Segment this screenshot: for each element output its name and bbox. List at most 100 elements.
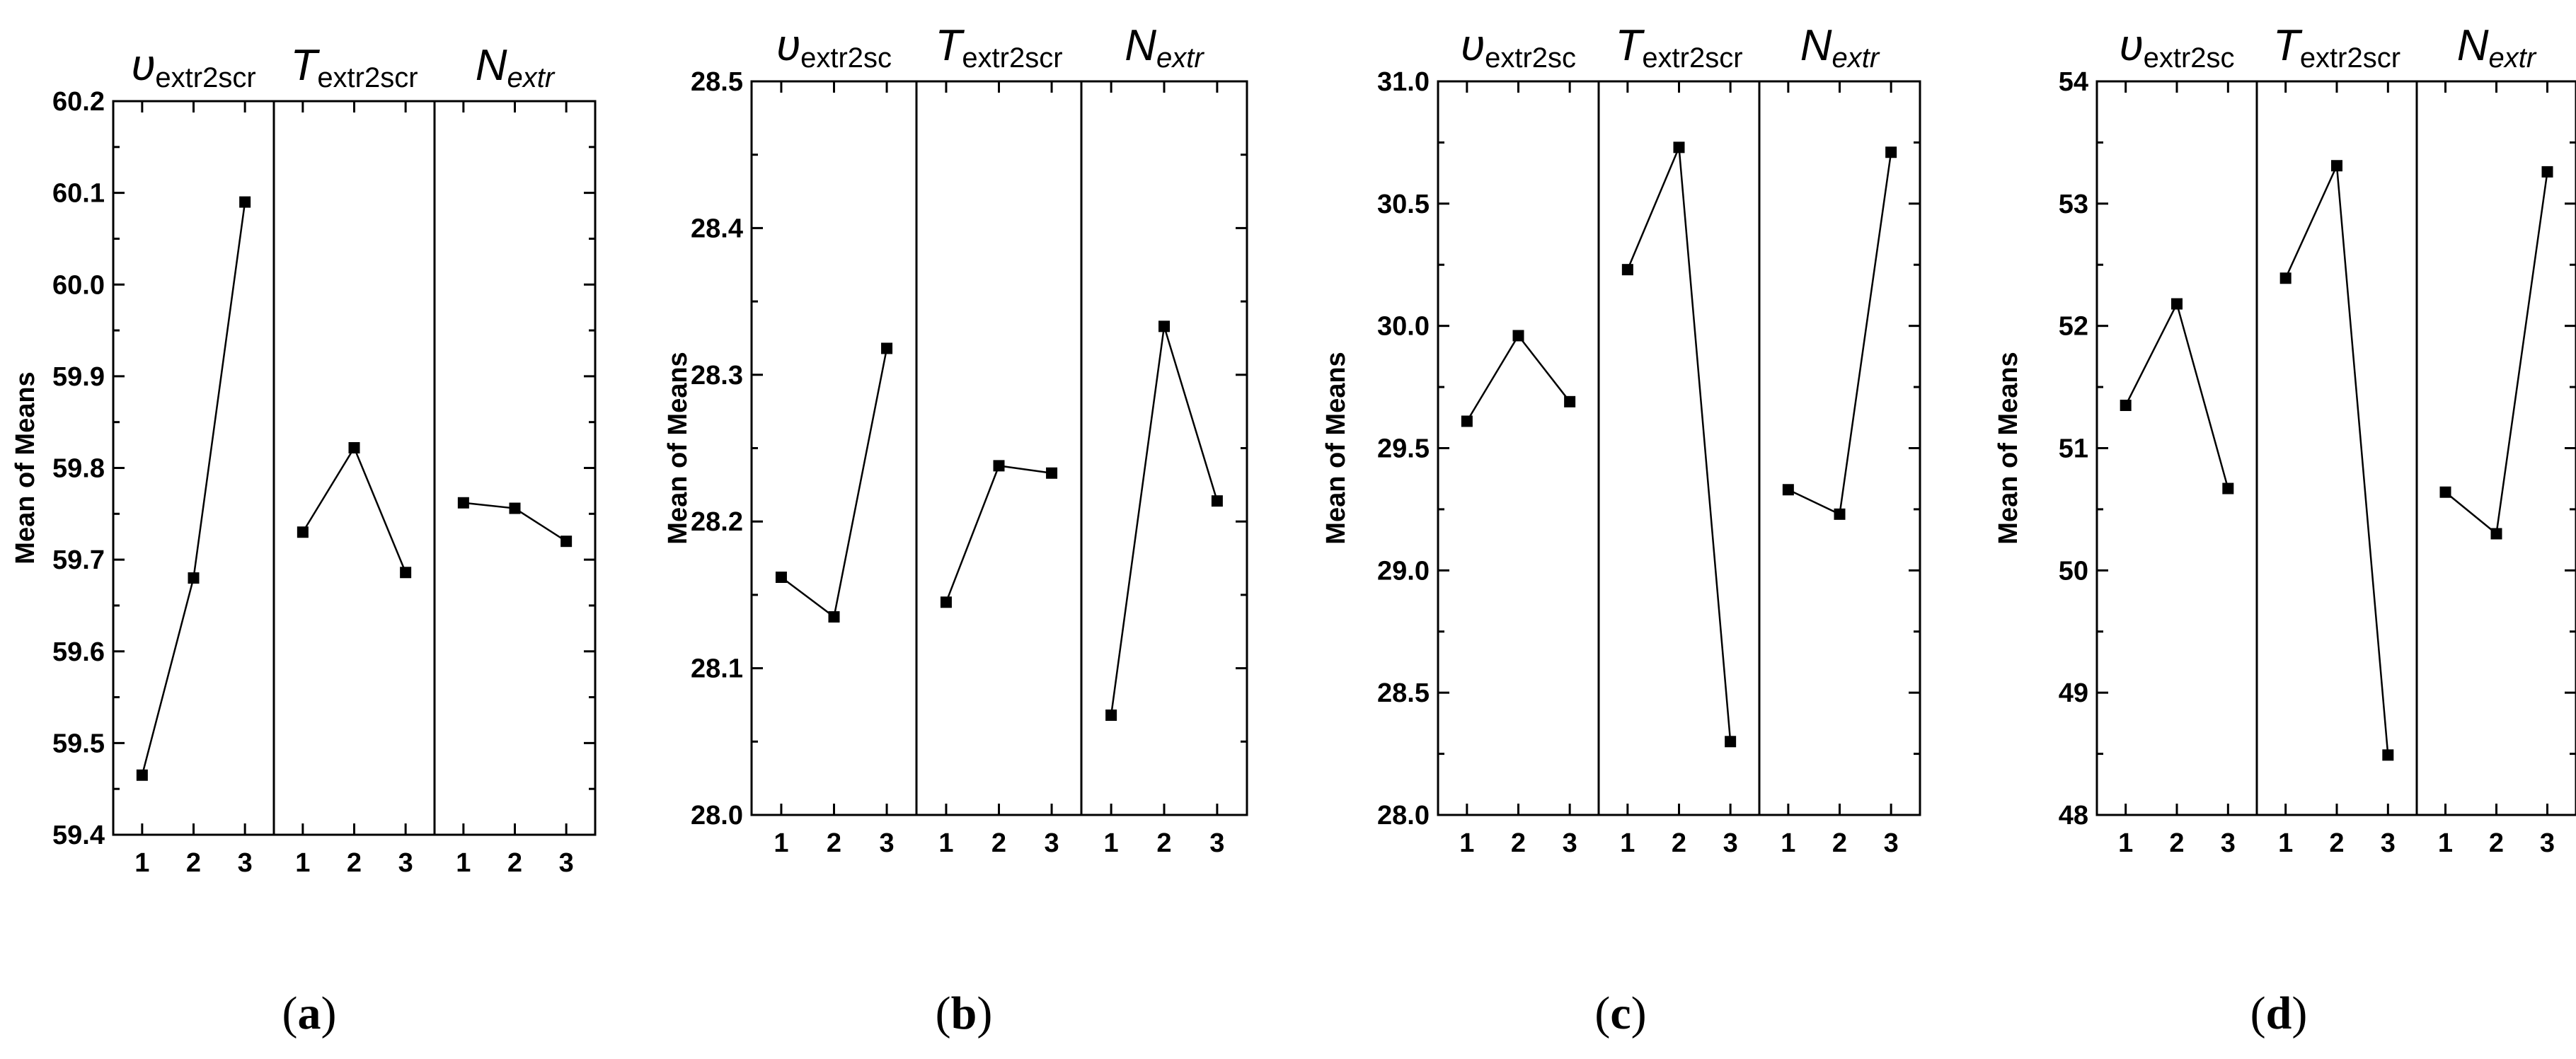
series-line xyxy=(1626,146,1732,742)
x-tick-label: 1 xyxy=(456,848,471,878)
data-point xyxy=(239,196,251,208)
x-tick-label: 3 xyxy=(238,848,253,878)
x-tick-label: 1 xyxy=(1781,828,1795,858)
data-point xyxy=(1885,146,1897,158)
series-line xyxy=(781,348,888,619)
series-line xyxy=(1466,334,1571,422)
y-tick-label: 60.0 xyxy=(52,270,105,300)
data-point xyxy=(2222,482,2234,494)
x-tick-label: 2 xyxy=(2489,828,2504,858)
x-tick-label: 3 xyxy=(2381,828,2396,858)
y-tick-label: 53 xyxy=(2059,190,2088,219)
plot-frame xyxy=(1437,80,1921,816)
x-tick-label: 3 xyxy=(1884,828,1899,858)
y-tick-label: 52 xyxy=(2059,312,2088,342)
panel-title: Nextr xyxy=(1125,21,1204,74)
x-tick-label: 1 xyxy=(134,848,149,878)
label-letter: c xyxy=(1610,988,1631,1039)
y-tick-label: 59.6 xyxy=(52,637,105,667)
data-point xyxy=(348,441,360,453)
label-close: ) xyxy=(2292,988,2308,1039)
x-tick-label: 2 xyxy=(1832,828,1847,858)
label-open: ( xyxy=(282,988,298,1039)
series-line xyxy=(1788,152,1892,516)
label-letter: b xyxy=(950,988,977,1039)
label-letter: d xyxy=(2265,988,2292,1039)
y-tick-label: 59.8 xyxy=(52,454,105,484)
y-tick-label: 28.1 xyxy=(691,654,743,684)
subfigure-label-a: (a) xyxy=(238,987,380,1041)
y-tick-label: 60.1 xyxy=(52,179,105,209)
x-tick-label: 1 xyxy=(1620,828,1635,858)
chart-a: 59.4 59.5 59.6 59.7 59.8 59.9 60.0 60.1 60.2 Mean… xyxy=(11,41,597,878)
data-point xyxy=(2279,272,2292,284)
y-tick-label: 28.4 xyxy=(691,214,743,243)
label-open: ( xyxy=(2250,988,2266,1039)
y-tick-label: 59.7 xyxy=(52,545,105,575)
x-tick-label: 3 xyxy=(879,828,894,858)
data-point xyxy=(1046,467,1058,479)
data-point xyxy=(560,536,573,548)
y-tick-label: 59.4 xyxy=(52,821,105,850)
y-axis-label: Mean of Means xyxy=(1321,352,1351,544)
x-tick-label: 1 xyxy=(2118,828,2133,858)
series-line xyxy=(141,202,246,776)
x-tick-label: 1 xyxy=(938,828,953,858)
y-tick-label: 51 xyxy=(2059,434,2088,464)
x-tick-label: 2 xyxy=(827,828,841,858)
x-tick-label: 2 xyxy=(2169,828,2184,858)
series-line xyxy=(945,465,1052,603)
data-point xyxy=(297,526,309,538)
x-tick-label: 1 xyxy=(1104,828,1119,858)
y-tick-label: 28.0 xyxy=(691,801,743,831)
x-tick-label: 1 xyxy=(1459,828,1474,858)
label-close: ) xyxy=(321,988,337,1039)
x-tick-label: 3 xyxy=(2540,828,2555,858)
panel-title: υextr2sc xyxy=(776,21,892,74)
data-point xyxy=(2439,486,2451,498)
plot-frame xyxy=(750,80,1248,816)
x-tick-label: 3 xyxy=(2221,828,2236,858)
x-tick-label: 2 xyxy=(2329,828,2344,858)
y-tick-label: 29.0 xyxy=(1377,556,1430,586)
data-point xyxy=(1512,330,1524,342)
series-line xyxy=(1110,325,1219,716)
x-tick-label: 3 xyxy=(398,848,413,878)
x-tick-label: 2 xyxy=(186,848,201,878)
x-tick-label: 3 xyxy=(1209,828,1224,858)
y-tick-label: 28.0 xyxy=(1377,801,1430,831)
label-close: ) xyxy=(1631,988,1647,1039)
data-point xyxy=(1673,141,1685,154)
label-letter: a xyxy=(297,988,321,1039)
x-tick-label: 2 xyxy=(1672,828,1686,858)
y-tick-label: 28.3 xyxy=(691,361,743,390)
plot-frame xyxy=(2095,80,2576,816)
x-tick-label: 3 xyxy=(1563,828,1577,858)
data-point xyxy=(1834,508,1846,520)
y-tick-label: 29.5 xyxy=(1377,434,1430,464)
x-tick-label: 3 xyxy=(559,848,574,878)
panel-title: Nextr xyxy=(2457,21,2537,74)
panel-title: υextr2sc xyxy=(2119,21,2234,74)
x-tick-label: 1 xyxy=(2438,828,2453,858)
series-line xyxy=(301,446,407,573)
data-point xyxy=(1105,709,1117,721)
data-point xyxy=(509,502,521,514)
plot-frame xyxy=(112,100,597,836)
data-point xyxy=(881,342,893,354)
x-tick-label: 1 xyxy=(2278,828,2293,858)
subfigure-label-d: (d) xyxy=(2208,987,2350,1041)
data-point xyxy=(1158,320,1170,332)
data-point xyxy=(2171,298,2183,310)
y-tick-label: 31.0 xyxy=(1377,67,1430,97)
data-point xyxy=(136,769,148,781)
data-point xyxy=(2120,400,2132,412)
data-point xyxy=(940,596,952,608)
y-tick-label: 50 xyxy=(2059,556,2088,586)
data-point xyxy=(828,611,840,623)
panel-title: Textr2scr xyxy=(2273,21,2400,74)
chart-b: 28.0 28.1 28.2 28.3 28.4 28.5 Mean of Means υex… xyxy=(663,21,1248,858)
y-tick-label: 30.0 xyxy=(1377,312,1430,342)
panel-title: Textr2scr xyxy=(935,21,1062,74)
data-point xyxy=(1211,495,1223,507)
